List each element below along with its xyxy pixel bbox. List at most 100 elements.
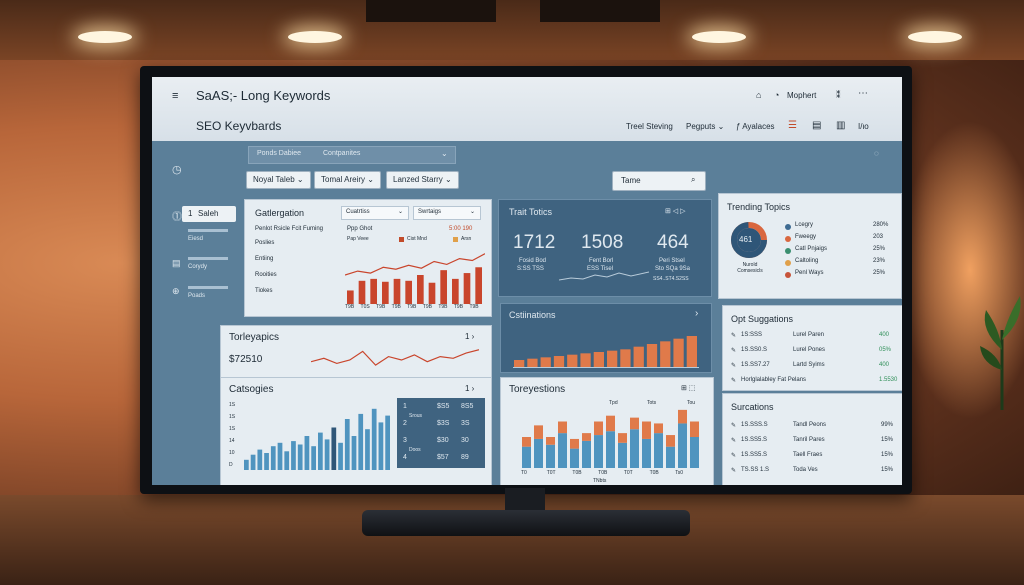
bar-segment	[666, 446, 675, 468]
nav-link[interactable]: ƒ Ayalaces	[736, 122, 775, 131]
dropdown[interactable]: Cuatrtiss ⌄	[341, 206, 409, 220]
panel-title: Torleyapics	[229, 332, 280, 343]
page-title: SEO Keyvbards	[196, 119, 282, 133]
panel-controls[interactable]: ⊞ ⬚	[681, 385, 696, 392]
axis-tick-label: T0T	[546, 470, 556, 476]
bar-segment	[546, 437, 555, 445]
chevron-down-icon: ⌄	[441, 149, 448, 158]
legend-dot	[785, 248, 791, 254]
nav-link[interactable]: Treel Steving	[626, 122, 673, 131]
sidebar-label: Corydy	[188, 264, 208, 270]
row-code: 1S.SSS.S	[741, 422, 768, 428]
legend-label: Caltoling	[795, 258, 819, 264]
bar	[686, 336, 697, 368]
bar	[440, 270, 447, 304]
row-label: Tiokes	[255, 288, 273, 294]
bar	[673, 338, 684, 368]
stats-icon[interactable]: ▥	[836, 120, 846, 131]
top-label: Tots	[647, 400, 657, 406]
dashboard-screen: ≡ SaAS;- Long Keywords SEO Keyvbards ⌂ ◔…	[152, 77, 902, 485]
panel-controls[interactable]: ⊞ ◁ ▷	[665, 208, 686, 215]
filter-dropdown[interactable]: Noyal Taleb ⌄	[246, 171, 311, 189]
bar-segment	[654, 423, 663, 434]
chart-icon[interactable]: ▤	[812, 120, 822, 131]
user-avatar-icon[interactable]: ◔	[774, 90, 780, 100]
circle-icon[interactable]: ◌	[874, 149, 879, 158]
axis-tick-label: T9B	[438, 304, 448, 310]
bar-segment	[558, 421, 567, 434]
axis-tick-label: T0B	[572, 470, 582, 476]
y-axis-labels: 1S 1S 1S 14 10 D	[229, 402, 241, 472]
categories-bar-chart	[244, 408, 390, 470]
bar-segment	[546, 444, 555, 468]
panel-title: Toreyestions	[509, 384, 566, 395]
mic-icon[interactable]: ⁑	[836, 90, 841, 100]
bar	[365, 429, 370, 470]
categories-table: 1 $S5 8S5 Srous 2 $3S 3S 3 $30 30 Doos 4…	[397, 398, 485, 468]
panel-title: Trending Topics	[727, 202, 791, 212]
axis-tick-label: T0	[521, 470, 527, 476]
app-header: ≡ SaAS;- Long Keywords SEO Keyvbards ⌂ ◔…	[152, 77, 902, 141]
stat-sub: ESS Tisel	[587, 266, 614, 272]
panel-title: Opt Suggations	[731, 314, 794, 324]
row-code: 1S.SS7.27	[741, 362, 770, 368]
filter-dropdown[interactable]: Lanzed Starry ⌄	[386, 171, 459, 189]
bar	[324, 439, 330, 470]
edit-icon: ✎	[731, 333, 737, 339]
list-icon[interactable]: ▤	[172, 258, 181, 268]
menu-icon[interactable]: ≡	[172, 90, 179, 102]
search-bar[interactable]: Ponds Dabiee Contpanites ⌄	[248, 146, 456, 164]
filter-input[interactable]: Tame ⌕	[612, 171, 706, 191]
axis-tick-label: T9B	[469, 304, 479, 310]
bar-segment	[522, 446, 531, 468]
bar	[244, 459, 249, 470]
row-label: Penlot Rsicle Fcit Fuming	[255, 226, 324, 232]
notification-icon[interactable]: ☰	[788, 120, 797, 131]
citations-bar-chart	[513, 336, 699, 368]
row-code: 1S.SS5.S	[741, 452, 768, 458]
stat-value: 464	[657, 232, 689, 253]
bar	[540, 357, 551, 368]
step-icon[interactable]: ⓵	[172, 212, 182, 223]
row-label: Lurel Paren	[793, 332, 825, 338]
footnote: SS4..ST4.S2SS	[653, 276, 689, 282]
axis-tick-label: T0T	[623, 470, 633, 476]
bar	[311, 446, 316, 470]
axis-tick-label: 10	[229, 450, 235, 456]
bar-segment	[534, 438, 543, 468]
bar	[291, 441, 296, 470]
bar	[371, 408, 377, 470]
legend-label: Fweegy	[795, 234, 817, 240]
top-value: $72510	[229, 354, 263, 365]
bar-segment	[534, 425, 543, 439]
search-icon: ⌕	[691, 175, 696, 184]
filter-dropdown[interactable]: Tomal Areiry ⌄	[314, 171, 381, 189]
donut-label: Nurold Comsesicls	[737, 262, 763, 274]
row-label: Tandl Peons	[793, 422, 827, 428]
home-icon[interactable]: ⌂	[756, 90, 762, 100]
axis-tick-label: T9B	[345, 304, 355, 310]
bar	[417, 275, 424, 304]
legend-value: 25%	[873, 270, 886, 276]
dropdown[interactable]: Swrtaigs ⌄	[413, 206, 481, 220]
pager[interactable]: 1 ›	[465, 384, 475, 393]
more-icon[interactable]: ⋯	[858, 88, 868, 99]
bar	[633, 346, 644, 368]
trait-topics-panel: Trait Totics ⊞ ◁ ▷ 1712 Fosid Bod S:SS T…	[498, 199, 712, 297]
bar	[385, 415, 390, 470]
user-name[interactable]: Mophert	[787, 91, 817, 100]
sidebar-item[interactable]: 1 Saleh	[182, 206, 236, 222]
row-value: 400	[879, 332, 890, 338]
pager[interactable]: 1 ›	[465, 332, 475, 341]
bar	[660, 341, 671, 368]
bar	[580, 353, 591, 368]
ceiling	[0, 0, 1024, 60]
chevron-right-icon[interactable]: ›	[695, 308, 699, 319]
bar-segment	[678, 409, 687, 424]
clock-icon[interactable]: ◷	[172, 164, 182, 176]
settings-icon[interactable]: ⊕	[172, 286, 180, 296]
nav-link[interactable]: Pegputs ⌄	[686, 122, 725, 131]
bar-segment	[594, 435, 603, 468]
stat-label: Fent Borl	[589, 258, 614, 264]
bar	[567, 354, 578, 368]
